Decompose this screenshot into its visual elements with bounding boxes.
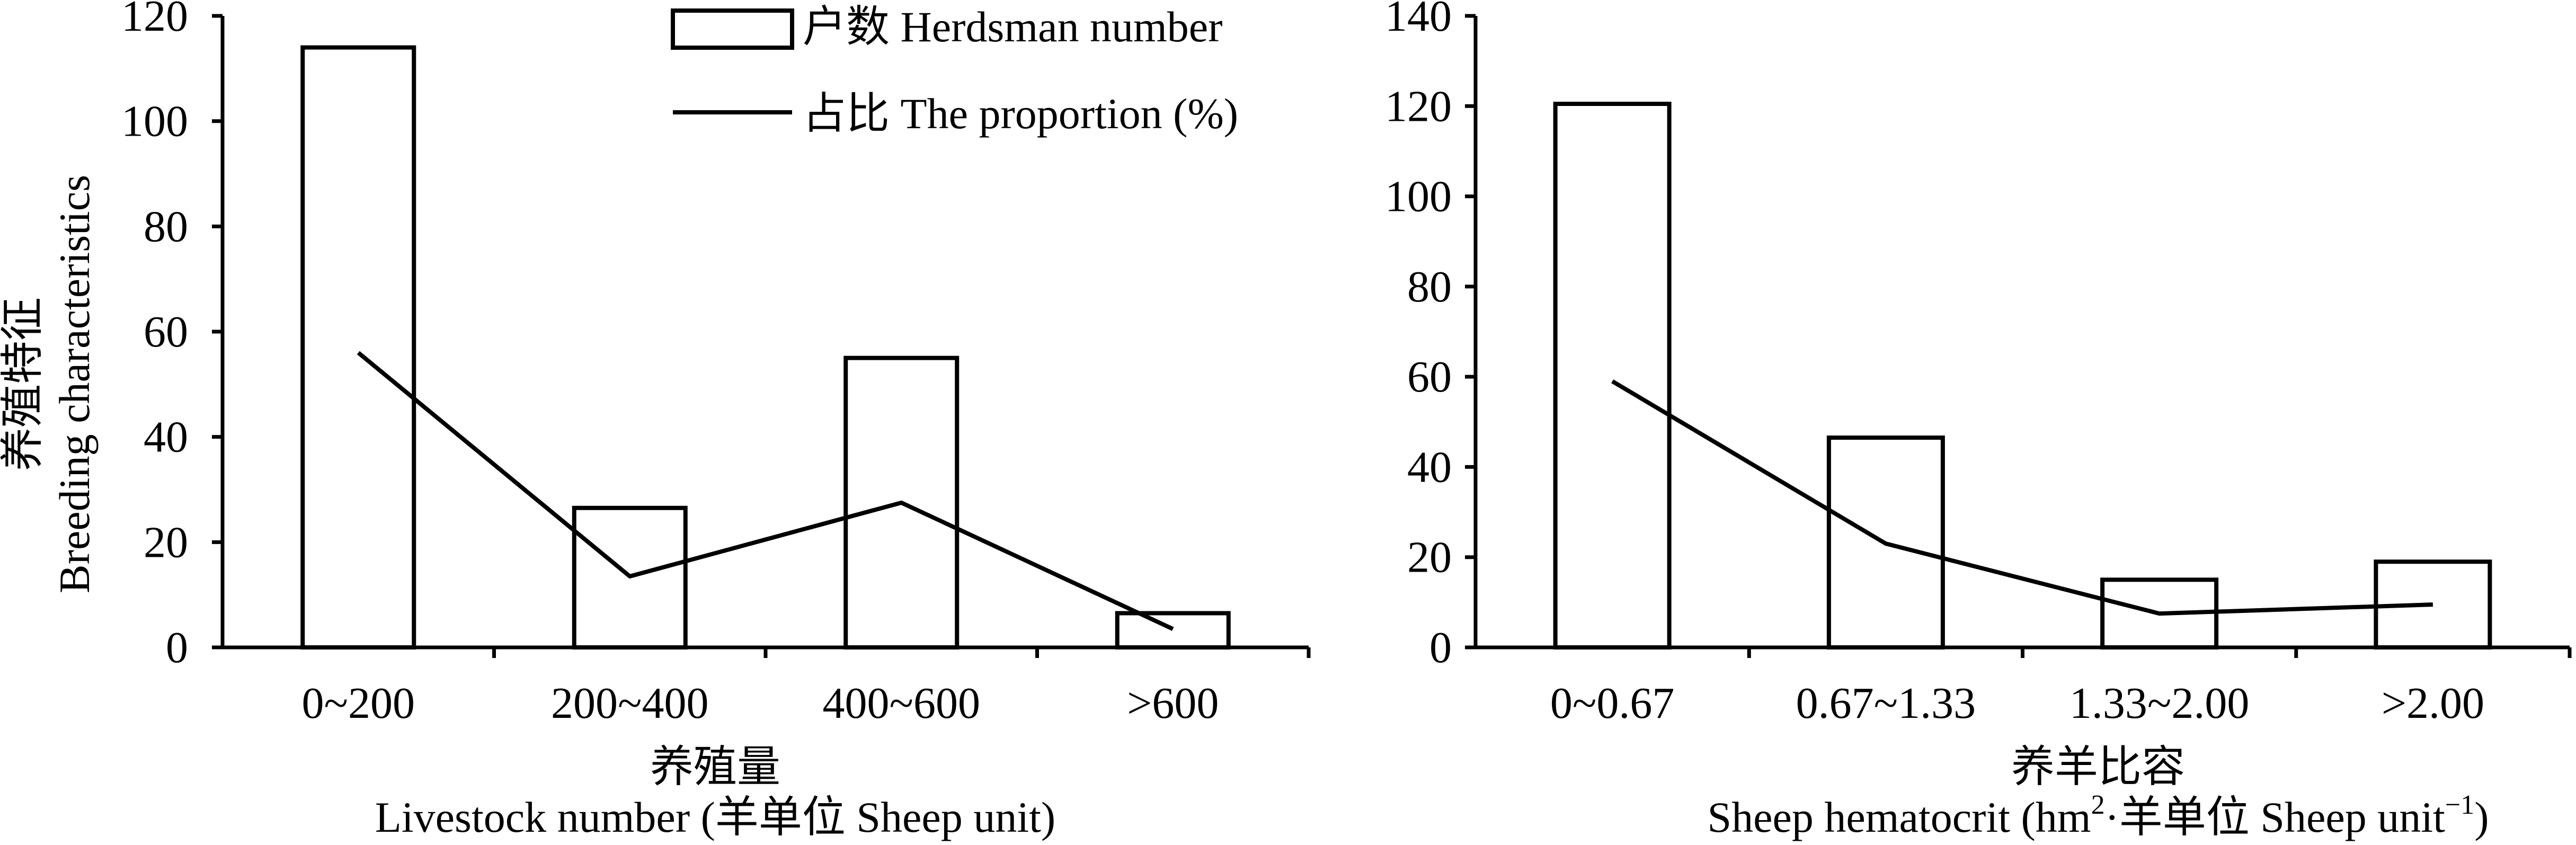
right-category-label: 0~0.67 [1550, 679, 1674, 728]
legend: 户数 Herdsman number 占比 The proportion (%) [671, 3, 1238, 138]
right-x-axis-title-zh: 养羊比容 [2011, 743, 2185, 791]
left-category-label: 200~400 [551, 679, 708, 728]
left-bar-3 [843, 355, 960, 650]
right-y-tick-label: 20 [1407, 533, 1452, 582]
left-y-tick-label: 80 [144, 202, 188, 251]
right-category-label: >2.00 [2382, 679, 2484, 728]
left-category-label: 0~200 [302, 679, 415, 728]
left-y-tick-label: 0 [166, 623, 188, 672]
right-y-tick-label: 100 [1385, 172, 1452, 221]
left-chart-plot: 0 20 40 60 80 100 120 0~200 200~400 400~600 >600 [121, 0, 1311, 728]
left-chart: 0 20 40 60 80 100 120 0~200 200~400 400~600 >600 养… [121, 0, 1311, 841]
right-chart-plot: 0 20 40 60 80 100 120 140 0~0.67 0.67~1.33 1.33~2.… [1385, 0, 2572, 728]
left-category-label: >600 [1127, 679, 1219, 728]
right-y-tick-label: 140 [1385, 0, 1452, 41]
left-bar-4 [1115, 611, 1231, 650]
left-y-tick-label: 120 [121, 0, 188, 41]
right-y-tick-label: 120 [1385, 82, 1452, 131]
right-bar-1 [1553, 102, 1672, 650]
y-axis-title-en: Breeding characteristics [50, 175, 99, 593]
left-y-tick-label: 40 [144, 413, 188, 462]
right-category-label: 1.33~2.00 [2069, 679, 2249, 728]
legend-bar-swatch [671, 8, 794, 50]
legend-line-label: 占比 The proportion (%) [803, 90, 1238, 138]
left-y-tick-label: 100 [121, 97, 188, 146]
right-chart: 0 20 40 60 80 100 120 140 0~0.67 0.67~1.33 1.33~2.… [1385, 0, 2572, 841]
right-y-tick-label: 80 [1407, 262, 1452, 312]
right-y-tick-label: 60 [1407, 352, 1452, 402]
left-x-axis-title-zh: 养殖量 [650, 743, 780, 791]
left-category-label: 400~600 [823, 679, 980, 728]
left-y-tick-label: 20 [144, 518, 188, 567]
left-x-axis-title-en: Livestock number (羊单位 Sheep unit) [375, 793, 1055, 841]
y-axis-title-zh: 养殖特征 [0, 297, 47, 471]
right-y-tick-label: 40 [1407, 442, 1452, 492]
right-x-axis-title-en: Sheep hematocrit (hm2·羊单位 Sheep unit−1) [1707, 790, 2489, 841]
right-category-label: 0.67~1.33 [1796, 679, 1976, 728]
left-bar-1 [300, 45, 416, 650]
left-y-tick-label: 60 [144, 307, 188, 357]
y-axis-title: 养殖特征 Breeding characteristics [0, 175, 99, 593]
left-proportion-line [357, 351, 1174, 631]
legend-bar-label: 户数 Herdsman number [803, 3, 1223, 51]
right-proportion-line [1611, 379, 2433, 616]
right-y-tick-label: 0 [1429, 623, 1452, 672]
